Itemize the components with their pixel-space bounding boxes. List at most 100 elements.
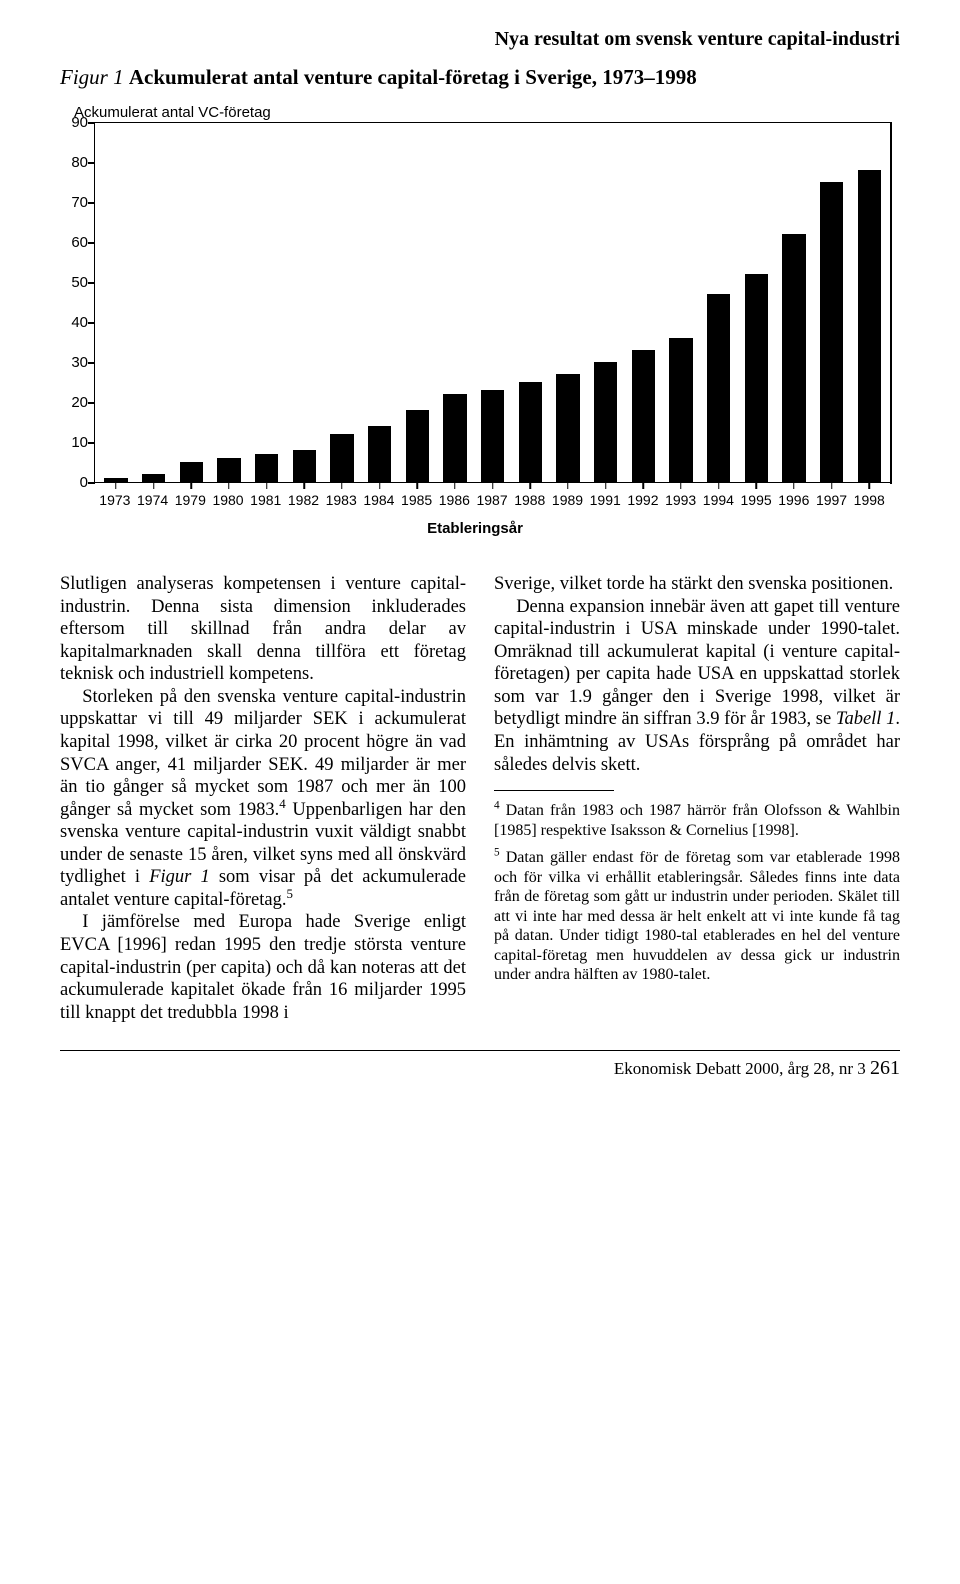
x-tick-mark — [115, 482, 117, 489]
journal-info: Ekonomisk Debatt 2000, årg 28, nr 3 — [614, 1059, 866, 1078]
bar — [443, 394, 466, 482]
y-tick-mark — [88, 162, 95, 164]
bar-chart: 9080706050403020100 19731974197919801981… — [60, 123, 890, 537]
bar-slot — [549, 374, 587, 482]
y-tick-mark — [88, 402, 95, 404]
bar-slot — [662, 338, 700, 482]
footnote: 4 Datan från 1983 och 1987 härrör från O… — [494, 801, 900, 840]
paragraph: Sverige, vilket torde ha stärkt den sven… — [494, 573, 900, 596]
x-tick-mark — [303, 482, 305, 489]
bar — [858, 170, 881, 482]
y-tick-mark — [88, 322, 95, 324]
x-tick-mark — [793, 482, 795, 489]
bar-slot — [323, 434, 361, 482]
footnote-text: Datan gäller endast för de företag som v… — [494, 849, 900, 983]
figure-title-text: Ackumulerat antal venture capital-företa… — [129, 65, 697, 89]
bar-slot — [700, 294, 738, 482]
x-tick-mark — [642, 482, 644, 489]
bar-slot — [398, 410, 436, 482]
bar-slot — [813, 182, 851, 482]
plot-border-right — [890, 122, 892, 484]
x-tick-mark — [605, 482, 607, 489]
y-tick-mark — [88, 242, 95, 244]
plot-area — [94, 123, 890, 483]
x-tick-mark — [680, 482, 682, 489]
paragraph: I jämförelse med Europa hade Sverige enl… — [60, 911, 466, 1024]
y-axis: 9080706050403020100 — [60, 123, 94, 483]
bar — [142, 474, 165, 482]
bar-slot — [135, 474, 173, 482]
bar — [707, 294, 730, 482]
x-tick-mark — [869, 482, 871, 489]
footnote-text: Datan från 1983 och 1987 härrör från Olo… — [494, 802, 900, 839]
bar — [217, 458, 240, 482]
footnote-ref: 5 — [287, 886, 293, 901]
bar — [519, 382, 542, 482]
page-rule — [60, 1050, 900, 1051]
bar-slot — [285, 450, 323, 482]
bar — [180, 462, 203, 482]
bar-slot — [172, 462, 210, 482]
bar-slot — [850, 170, 888, 482]
x-tick-mark — [454, 482, 456, 489]
bar — [632, 350, 655, 482]
bar — [782, 234, 805, 482]
x-tick-mark — [190, 482, 192, 489]
bar — [669, 338, 692, 482]
page-footer: Ekonomisk Debatt 2000, årg 28, nr 3 261 — [60, 1057, 900, 1080]
x-tick-mark — [379, 482, 381, 489]
footnote-separator — [494, 790, 614, 791]
footnote: 5 Datan gäller endast för de företag som… — [494, 848, 900, 985]
x-tick-mark — [266, 482, 268, 489]
left-column: Slutligen analyseras kompetensen i ventu… — [60, 573, 466, 1024]
x-tick-mark — [718, 482, 720, 489]
y-axis-subtitle: Ackumulerat antal VC-företag — [74, 104, 900, 121]
bar — [594, 362, 617, 482]
x-tick-mark — [567, 482, 569, 489]
bar — [820, 182, 843, 482]
bar — [556, 374, 579, 482]
table-ref: Tabell 1 — [836, 709, 896, 729]
bar — [330, 434, 353, 482]
paragraph: Denna expansion innebär även att gapet t… — [494, 596, 900, 777]
bar-slot — [511, 382, 549, 482]
bar — [481, 390, 504, 482]
plot-border-top — [94, 122, 892, 124]
bar-slot — [737, 274, 775, 482]
x-tick-mark — [416, 482, 418, 489]
x-tick-mark — [153, 482, 155, 489]
paragraph: Storleken på den svenska venture capital… — [60, 686, 466, 912]
y-tick-mark — [88, 202, 95, 204]
bar — [368, 426, 391, 482]
body-columns: Slutligen analyseras kompetensen i ventu… — [60, 573, 900, 1024]
page-number: 261 — [870, 1057, 900, 1079]
y-tick-mark — [88, 442, 95, 444]
right-column: Sverige, vilket torde ha stärkt den sven… — [494, 573, 900, 1024]
running-header: Nya resultat om svensk venture capital-i… — [60, 28, 900, 51]
x-tick-mark — [341, 482, 343, 489]
bar-slot — [474, 390, 512, 482]
bar-slot — [210, 458, 248, 482]
x-tick-mark — [492, 482, 494, 489]
x-tick-mark — [831, 482, 833, 489]
paragraph: Slutligen analyseras kompetensen i ventu… — [60, 573, 466, 686]
x-tick-mark — [529, 482, 531, 489]
figure-ref: Figur 1 — [149, 867, 210, 887]
figure-label: Figur 1 — [60, 65, 124, 89]
bar — [293, 450, 316, 482]
y-tick-mark — [88, 482, 95, 484]
bar-slot — [248, 454, 286, 482]
x-tick-mark — [228, 482, 230, 489]
bar-slot — [624, 350, 662, 482]
bar — [255, 454, 278, 482]
bar-slot — [97, 478, 135, 482]
bar-slot — [361, 426, 399, 482]
x-tick-mark — [756, 482, 758, 489]
bar — [406, 410, 429, 482]
bar-slot — [587, 362, 625, 482]
y-tick-mark — [88, 282, 95, 284]
bar-slot — [775, 234, 813, 482]
bar-slot — [436, 394, 474, 482]
y-tick-mark — [88, 122, 95, 124]
figure-caption: Figur 1 Ackumulerat antal venture capita… — [60, 65, 900, 90]
